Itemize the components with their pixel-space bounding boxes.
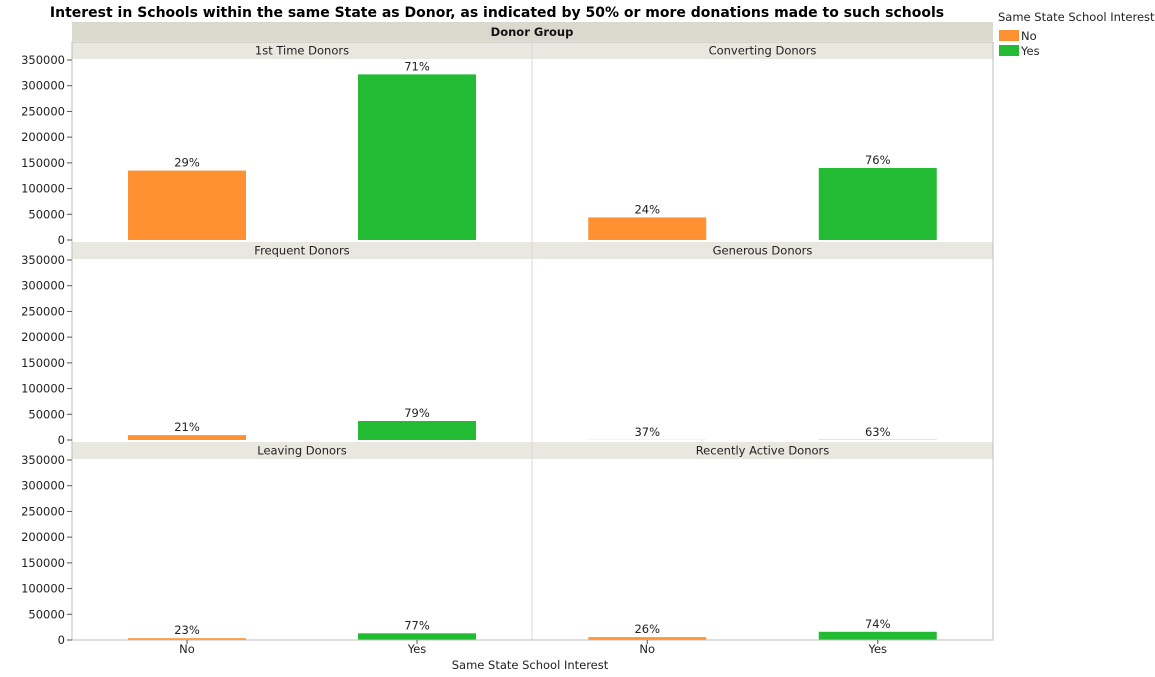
y-tick-label: 250000	[21, 304, 65, 318]
bar-frequent-donors-yes	[358, 420, 476, 440]
bar-label-recently-active-donors-no: 26%	[634, 622, 660, 636]
y-tick-label: 100000	[21, 182, 65, 196]
y-tick-label: 200000	[21, 130, 65, 144]
bar-label-leaving-donors-no: 23%	[174, 623, 200, 637]
legend-swatch-yes	[999, 45, 1019, 56]
y-tick-label: 50000	[28, 407, 65, 421]
bar-leaving-donors-no	[128, 638, 246, 640]
legend-label-no: No	[1021, 29, 1037, 43]
y-tick-label: 150000	[21, 556, 65, 570]
y-tick-label: 250000	[21, 504, 65, 518]
y-tick-label: 300000	[21, 479, 65, 493]
y-tick-label: 300000	[21, 79, 65, 93]
y-tick-label: 350000	[21, 453, 65, 467]
bar-label-1st-time-donors-yes: 71%	[404, 59, 430, 73]
legend-title: Same State School Interest	[998, 10, 1155, 24]
y-tick-label: 350000	[21, 253, 65, 267]
facet-strip-generous-donors	[532, 242, 993, 259]
facet-strip-frequent-donors	[72, 242, 532, 259]
bar-label-frequent-donors-yes: 79%	[404, 406, 430, 420]
x-tick-label-no: No	[639, 642, 655, 656]
facet-label-generous-donors: Generous Donors	[713, 244, 813, 258]
legend-label-yes: Yes	[1020, 44, 1040, 58]
chart-title: Interest in Schools within the same Stat…	[50, 5, 944, 21]
bar-leaving-donors-yes	[358, 633, 476, 640]
bar-label-1st-time-donors-no: 29%	[174, 156, 200, 170]
bar-label-converting-donors-yes: 76%	[865, 153, 891, 167]
y-tick-label: 150000	[21, 156, 65, 170]
y-tick-label: 0	[58, 633, 65, 647]
y-tick-label: 100000	[21, 382, 65, 396]
bar-label-recently-active-donors-yes: 74%	[865, 617, 891, 631]
y-tick-label: 100000	[21, 582, 65, 596]
bar-recently-active-donors-yes	[818, 631, 937, 640]
bar-label-generous-donors-no: 37%	[634, 425, 660, 439]
bar-1st-time-donors-yes	[358, 74, 476, 241]
facet-strip-1st-time-donors	[72, 42, 532, 59]
facet-label-converting-donors: Converting Donors	[709, 44, 817, 58]
donor-group-header: Donor Group	[491, 25, 574, 39]
bar-1st-time-donors-no	[128, 170, 246, 240]
y-tick-label: 350000	[21, 53, 65, 67]
y-tick-label: 150000	[21, 356, 65, 370]
panels-layer: 1st Time Donors 29% 71% Converting Donors 24…	[21, 41, 994, 656]
y-tick-label: 0	[58, 233, 65, 247]
facet-label-1st-time-donors: 1st Time Donors	[255, 44, 349, 58]
y-tick-label: 50000	[28, 207, 65, 221]
x-tick-label-yes: Yes	[867, 642, 887, 656]
x-axis-title: Same State School Interest	[452, 658, 609, 672]
facet-strip-recently-active-donors	[532, 442, 993, 459]
bar-frequent-donors-no	[128, 435, 246, 440]
y-tick-label: 300000	[21, 279, 65, 293]
facet-strip-converting-donors	[532, 42, 993, 59]
x-tick-label-yes: Yes	[407, 642, 427, 656]
donor-group-header-bg	[72, 22, 993, 41]
bar-label-converting-donors-no: 24%	[634, 202, 660, 216]
facet-label-leaving-donors: Leaving Donors	[257, 444, 347, 458]
bar-label-frequent-donors-no: 21%	[174, 420, 200, 434]
facet-label-frequent-donors: Frequent Donors	[254, 244, 349, 258]
y-tick-label: 0	[58, 433, 65, 447]
bar-converting-donors-yes	[818, 168, 937, 240]
facet-strip-leaving-donors	[72, 442, 532, 459]
y-tick-label: 250000	[21, 104, 65, 118]
y-tick-label: 50000	[28, 607, 65, 621]
y-tick-label: 200000	[21, 330, 65, 344]
y-tick-label: 200000	[21, 530, 65, 544]
bar-label-leaving-donors-yes: 77%	[404, 618, 430, 632]
bar-recently-active-donors-no	[588, 637, 707, 640]
bar-converting-donors-no	[588, 217, 707, 240]
facet-frame	[71, 41, 994, 641]
legend-swatch-no	[999, 30, 1019, 41]
x-tick-label-no: No	[179, 642, 195, 656]
bar-label-generous-donors-yes: 63%	[865, 425, 891, 439]
facet-label-recently-active-donors: Recently Active Donors	[696, 444, 830, 458]
